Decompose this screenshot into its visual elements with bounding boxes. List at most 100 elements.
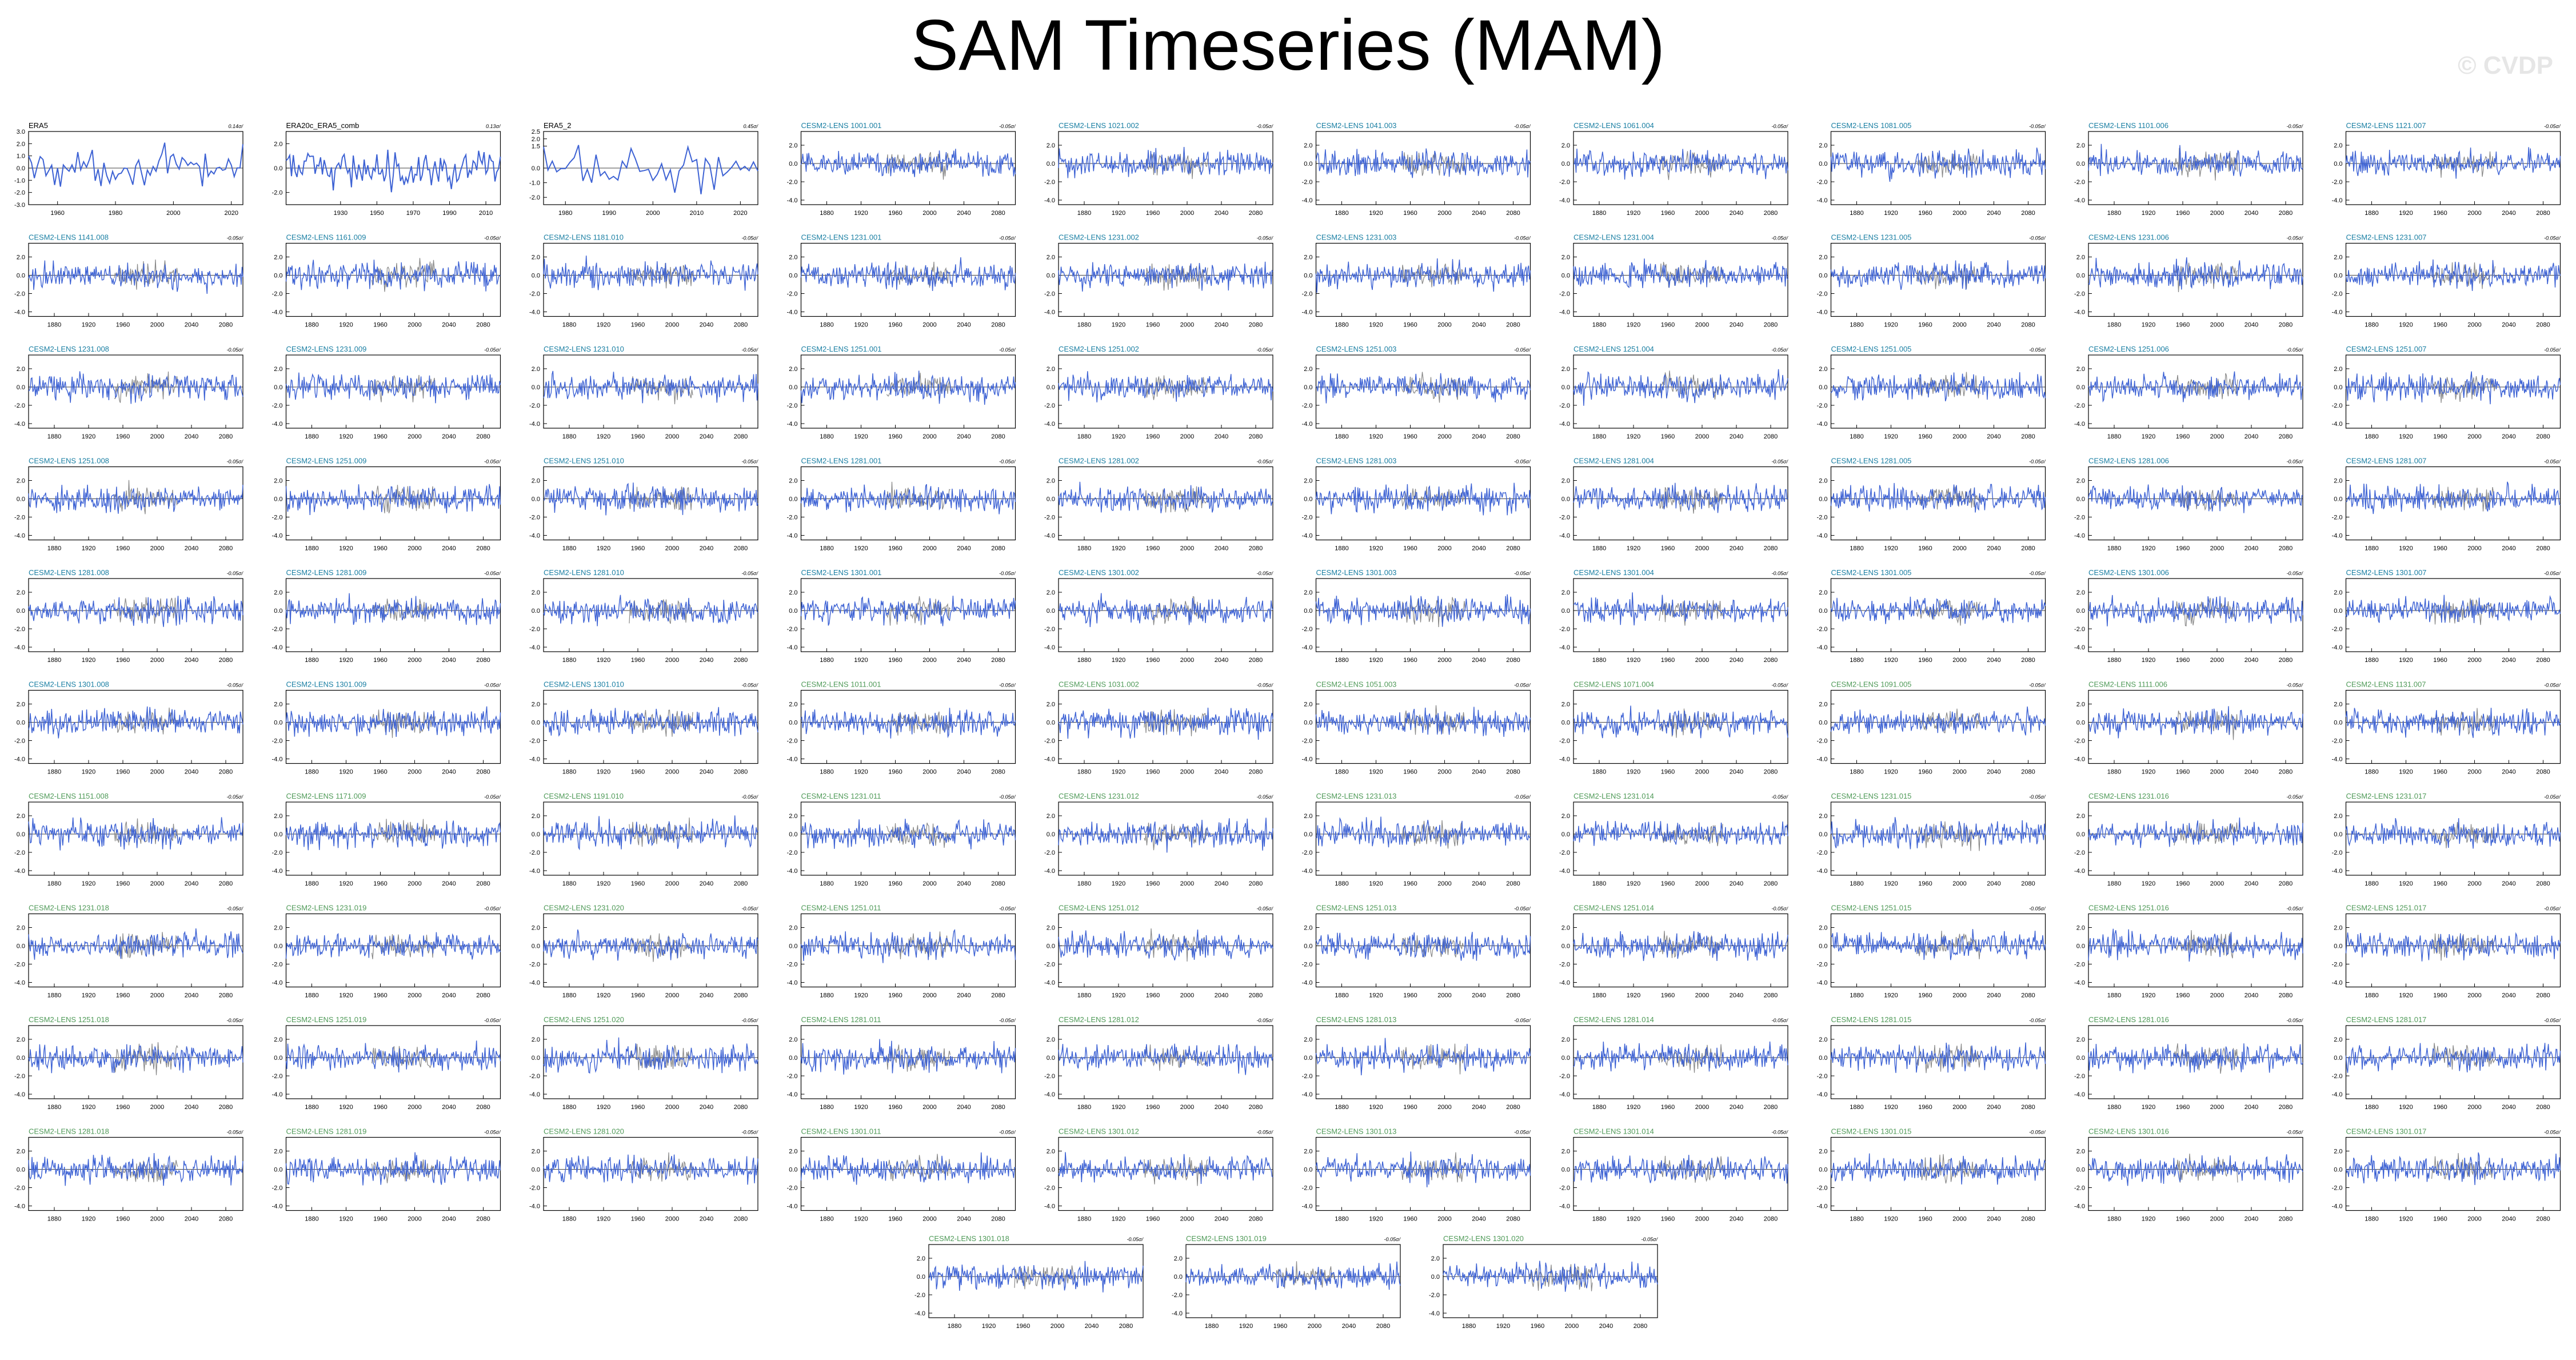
y-tick-label: 0.0 (789, 720, 797, 727)
panel-trend: -0.05σ/ (1257, 906, 1274, 912)
y-tick-label: -2.0 (2074, 849, 2085, 856)
x-tick-label: 1880 (305, 769, 318, 776)
x-tick-label: 1960 (2176, 545, 2190, 552)
x-tick-label: 2040 (442, 1104, 456, 1111)
panel-frame (28, 578, 243, 652)
x-tick-label: 2080 (2021, 322, 2035, 329)
y-tick-label: -2.0 (1302, 515, 1313, 521)
y-tick-label: 2.0 (1304, 478, 1312, 485)
panel-label: CESM2-LENS 1281.010 (544, 568, 624, 577)
y-tick-label: -4.0 (1559, 421, 1570, 428)
y-tick-label: 2.0 (17, 1148, 25, 1155)
x-tick-label: 2080 (2279, 880, 2293, 887)
x-tick-label: 1880 (562, 769, 576, 776)
x-tick-label: 2080 (991, 210, 1005, 217)
x-tick-label: 1920 (1369, 210, 1383, 217)
panel-trend: -0.05σ/ (1257, 1130, 1274, 1135)
x-tick-label: 1960 (50, 210, 64, 217)
x-tick-label: 2080 (2536, 433, 2550, 440)
y-tick-label: -2.0 (2332, 1185, 2343, 1192)
y-tick-label: -4.0 (2332, 756, 2343, 763)
x-tick-label: 1930 (334, 210, 348, 217)
x-tick-label: 1880 (820, 1216, 833, 1223)
panel-label: CESM2-LENS 1231.001 (801, 233, 882, 242)
panel-trend: -0.05σ/ (227, 1018, 244, 1023)
x-tick-label: 2000 (1180, 769, 1194, 776)
y-tick-label: 2.0 (1047, 589, 1055, 596)
x-tick-label: 1880 (1850, 210, 1863, 217)
panel-trend: -0.05σ/ (2029, 906, 2046, 912)
x-tick-label: 1960 (2176, 769, 2190, 776)
y-tick-label: -4.0 (2332, 1091, 2343, 1098)
x-tick-label: 2040 (2244, 769, 2258, 776)
x-tick-label: 1960 (2176, 1104, 2190, 1111)
x-tick-label: 2000 (1695, 210, 1709, 217)
y-tick-label: 2.0 (17, 701, 25, 708)
timeseries-panel: CESM2-LENS 1001.001 -0.05σ/2.00.0-2.0-4.0… (787, 121, 1016, 217)
y-tick-label: 0.0 (1819, 608, 1827, 615)
y-tick-label: 2.0 (1431, 1255, 1440, 1262)
x-tick-label: 2080 (1506, 880, 1520, 887)
y-tick-label: 0.0 (2076, 720, 2085, 727)
panel-frame (1830, 578, 2046, 652)
y-tick-label: 2.0 (1304, 1036, 1312, 1043)
y-tick-label: -2.0 (1817, 849, 1828, 856)
panel-frame (543, 242, 758, 317)
timeseries-panel: CESM2-LENS 1251.008 -0.05σ/2.00.0-2.0-4.0… (14, 457, 243, 552)
x-tick-label: 2080 (1634, 1323, 1647, 1330)
x-tick-label: 2040 (1472, 1216, 1485, 1223)
x-tick-label: 1880 (2107, 545, 2121, 552)
x-tick-label: 1960 (1146, 1216, 1160, 1223)
y-tick-label: -2.0 (1044, 962, 1055, 968)
y-tick-label: 2.0 (274, 925, 282, 932)
panel-label: CESM2-LENS 1281.009 (286, 568, 367, 577)
panel-trend: -0.05σ/ (1384, 1237, 1401, 1242)
panel-trend: -0.05σ/ (2287, 683, 2304, 688)
y-tick-label: 0.0 (1304, 720, 1312, 727)
timeseries-panel: CESM2-LENS 1231.012 -0.05σ/2.00.0-2.0-4.0… (1044, 792, 1273, 887)
x-tick-label: 1880 (1335, 210, 1348, 217)
panel-trend: -0.05σ/ (2029, 347, 2046, 353)
x-tick-label: 2000 (150, 545, 164, 552)
x-tick-label: 1880 (1592, 880, 1606, 887)
panel-trend: -0.05σ/ (2029, 1130, 2046, 1135)
x-tick-label: 1960 (1016, 1323, 1030, 1330)
x-tick-label: 1920 (82, 1216, 95, 1223)
x-tick-label: 1960 (373, 992, 387, 999)
page-title: SAM Timeseries (MAM) (910, 6, 1666, 85)
timeseries-panel: CESM2-LENS 1281.014 -0.05σ/2.00.0-2.0-4.0… (1559, 1015, 1788, 1111)
panel-trend: -0.05σ/ (742, 794, 759, 800)
x-tick-label: 2000 (922, 992, 936, 999)
x-tick-label: 2000 (665, 322, 679, 329)
series-line (1315, 932, 1531, 961)
y-tick-label: 2.0 (1047, 925, 1055, 932)
x-tick-label: 1960 (1403, 992, 1417, 999)
timeseries-panel: CESM2-LENS 1031.002 -0.05σ/2.00.0-2.0-4.0… (1044, 680, 1273, 776)
timeseries-panel: CESM2-LENS 1281.018 -0.05σ/2.00.0-2.0-4.0… (14, 1127, 243, 1223)
series-line (28, 928, 243, 960)
y-tick-label: -4.0 (1302, 644, 1313, 651)
y-tick-label: 2.0 (1304, 813, 1312, 820)
y-tick-label: 2.0 (274, 813, 282, 820)
y-tick-label: 0.0 (1819, 1167, 1827, 1174)
x-tick-label: 1980 (109, 210, 122, 217)
panel-trend: -0.05σ/ (2287, 236, 2304, 241)
x-tick-label: 2080 (1249, 657, 1263, 664)
panel-label: CESM2-LENS 1051.003 (1316, 680, 1397, 689)
panel-trend: -0.05σ/ (1257, 123, 1274, 129)
panel-label: CESM2-LENS 1281.012 (1059, 1015, 1139, 1024)
y-tick-label: -4.0 (2074, 1203, 2085, 1210)
x-tick-label: 2000 (922, 322, 936, 329)
x-tick-label: 2040 (1472, 545, 1485, 552)
panel-frame (800, 1025, 1016, 1099)
timeseries-panel: CESM2-LENS 1281.002 -0.05σ/2.00.0-2.0-4.0… (1044, 457, 1273, 552)
panel-trend: -0.05σ/ (227, 459, 244, 465)
timeseries-panel: CESM2-LENS 1301.003 -0.05σ/2.00.0-2.0-4.0… (1302, 568, 1531, 664)
panel-label: CESM2-LENS 1231.012 (1059, 792, 1139, 800)
x-tick-label: 2040 (185, 1216, 198, 1223)
x-tick-label: 1880 (1335, 545, 1348, 552)
x-tick-label: 2080 (219, 1216, 233, 1223)
x-tick-label: 1960 (1146, 433, 1160, 440)
panel-label: CESM2-LENS 1231.004 (1573, 233, 1654, 242)
x-tick-label: 2000 (1180, 1104, 1194, 1111)
